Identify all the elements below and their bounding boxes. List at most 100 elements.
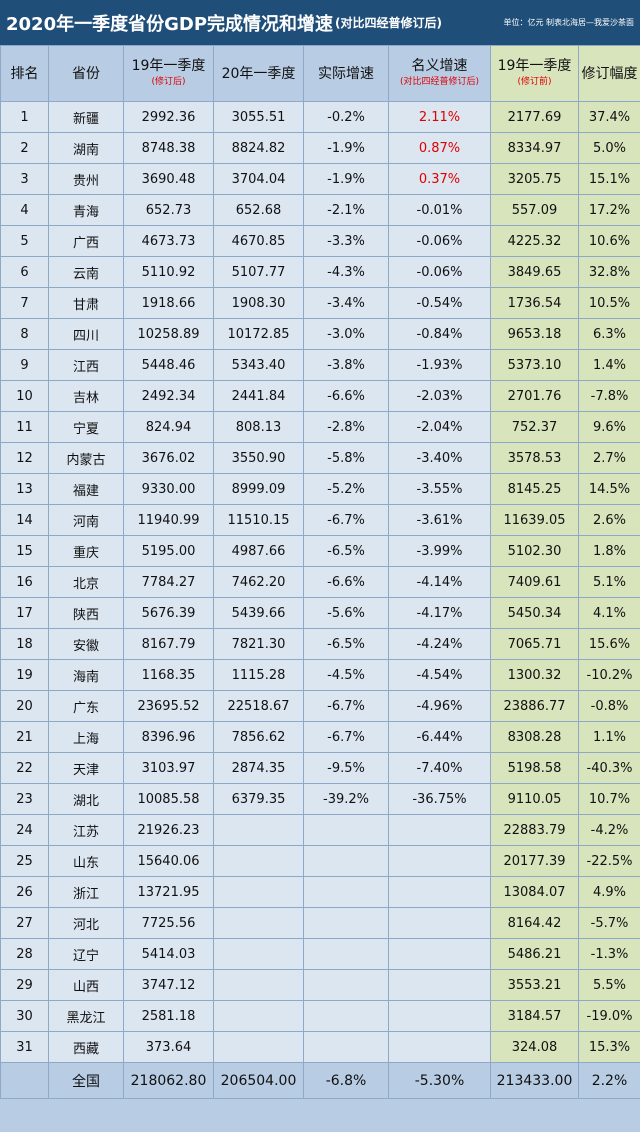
table-cell: -4.14%: [389, 567, 491, 598]
table-cell: 陕西: [49, 598, 124, 629]
table-cell: 652.68: [214, 195, 304, 226]
table-cell: 浙江: [49, 877, 124, 908]
table-cell: 27: [1, 908, 49, 939]
table-cell: 3553.21: [491, 970, 579, 1001]
table-cell: 11: [1, 412, 49, 443]
table-cell: 3055.51: [214, 102, 304, 133]
table-cell: 8145.25: [491, 474, 579, 505]
table-cell: 22518.67: [214, 691, 304, 722]
title: 2020年一季度省份GDP完成情况和增速: [6, 10, 333, 36]
table-cell: 5448.46: [124, 350, 214, 381]
table-cell: 2441.84: [214, 381, 304, 412]
table-cell: 3747.12: [124, 970, 214, 1001]
table-cell: -4.96%: [389, 691, 491, 722]
table-cell: 上海: [49, 722, 124, 753]
table-cell: [304, 939, 389, 970]
table-cell: -1.9%: [304, 164, 389, 195]
table-cell: 11510.15: [214, 505, 304, 536]
total-cell: -6.8%: [304, 1063, 389, 1099]
table-cell: [214, 1001, 304, 1032]
table-cell: 824.94: [124, 412, 214, 443]
table-cell: 5676.39: [124, 598, 214, 629]
table-cell: 7409.61: [491, 567, 579, 598]
table-cell: 2581.18: [124, 1001, 214, 1032]
table-cell: 1: [1, 102, 49, 133]
table-cell: 11639.05: [491, 505, 579, 536]
table-cell: -3.55%: [389, 474, 491, 505]
table-cell: [304, 815, 389, 846]
table-cell: -6.6%: [304, 381, 389, 412]
total-cell: 218062.80: [124, 1063, 214, 1099]
column-header-sub: (修订前): [491, 74, 578, 90]
total-cell: -5.30%: [389, 1063, 491, 1099]
table-cell: -39.2%: [304, 784, 389, 815]
table-cell: 20: [1, 691, 49, 722]
table-cell: -19.0%: [579, 1001, 640, 1032]
table-cell: 2.7%: [579, 443, 640, 474]
column-header-sub: (修订后): [124, 74, 213, 90]
column-header-text: 19年一季度: [132, 58, 206, 74]
title-bar: 2020年一季度省份GDP完成情况和增速 (对比四经普修订后) 单位：亿元 制表…: [0, 0, 640, 45]
table-cell: -3.61%: [389, 505, 491, 536]
table-cell: 10258.89: [124, 319, 214, 350]
table-cell: [304, 970, 389, 1001]
table-cell: 29: [1, 970, 49, 1001]
column-header-text: 省份: [72, 66, 100, 82]
table-cell: 4673.73: [124, 226, 214, 257]
column-header: 排名: [1, 46, 49, 102]
table-cell: -0.54%: [389, 288, 491, 319]
table-cell: 8396.96: [124, 722, 214, 753]
table-cell: 5414.03: [124, 939, 214, 970]
table-cell: 20177.39: [491, 846, 579, 877]
column-header: 19年一季度(修订后): [124, 46, 214, 102]
table-cell: 324.08: [491, 1032, 579, 1063]
table-cell: -3.4%: [304, 288, 389, 319]
table-cell: 9: [1, 350, 49, 381]
table-cell: -9.5%: [304, 753, 389, 784]
table-cell: 28: [1, 939, 49, 970]
table-cell: 9330.00: [124, 474, 214, 505]
table-cell: -0.06%: [389, 226, 491, 257]
table-cell: -2.8%: [304, 412, 389, 443]
table-cell: 山西: [49, 970, 124, 1001]
table-cell: -6.7%: [304, 722, 389, 753]
column-header: 19年一季度(修订前): [491, 46, 579, 102]
table-cell: 黑龙江: [49, 1001, 124, 1032]
table-cell: 15.3%: [579, 1032, 640, 1063]
table-cell: -3.40%: [389, 443, 491, 474]
table-cell: -7.40%: [389, 753, 491, 784]
table-cell: 15: [1, 536, 49, 567]
table-cell: 23886.77: [491, 691, 579, 722]
table-cell: 3676.02: [124, 443, 214, 474]
table-cell: 23695.52: [124, 691, 214, 722]
table-cell: 重庆: [49, 536, 124, 567]
table-cell: 贵州: [49, 164, 124, 195]
table-cell: -5.2%: [304, 474, 389, 505]
table-cell: 5373.10: [491, 350, 579, 381]
table-cell: 37.4%: [579, 102, 640, 133]
table-cell: -1.9%: [304, 133, 389, 164]
table-cell: 5450.34: [491, 598, 579, 629]
table-cell: 2177.69: [491, 102, 579, 133]
table-cell: 21926.23: [124, 815, 214, 846]
table-cell: 4.1%: [579, 598, 640, 629]
table-cell: -6.5%: [304, 536, 389, 567]
table-cell: 8824.82: [214, 133, 304, 164]
total-cell: [1, 1063, 49, 1099]
table-cell: 15.1%: [579, 164, 640, 195]
table-cell: 0.87%: [389, 133, 491, 164]
table-cell: 8: [1, 319, 49, 350]
table-cell: 青海: [49, 195, 124, 226]
